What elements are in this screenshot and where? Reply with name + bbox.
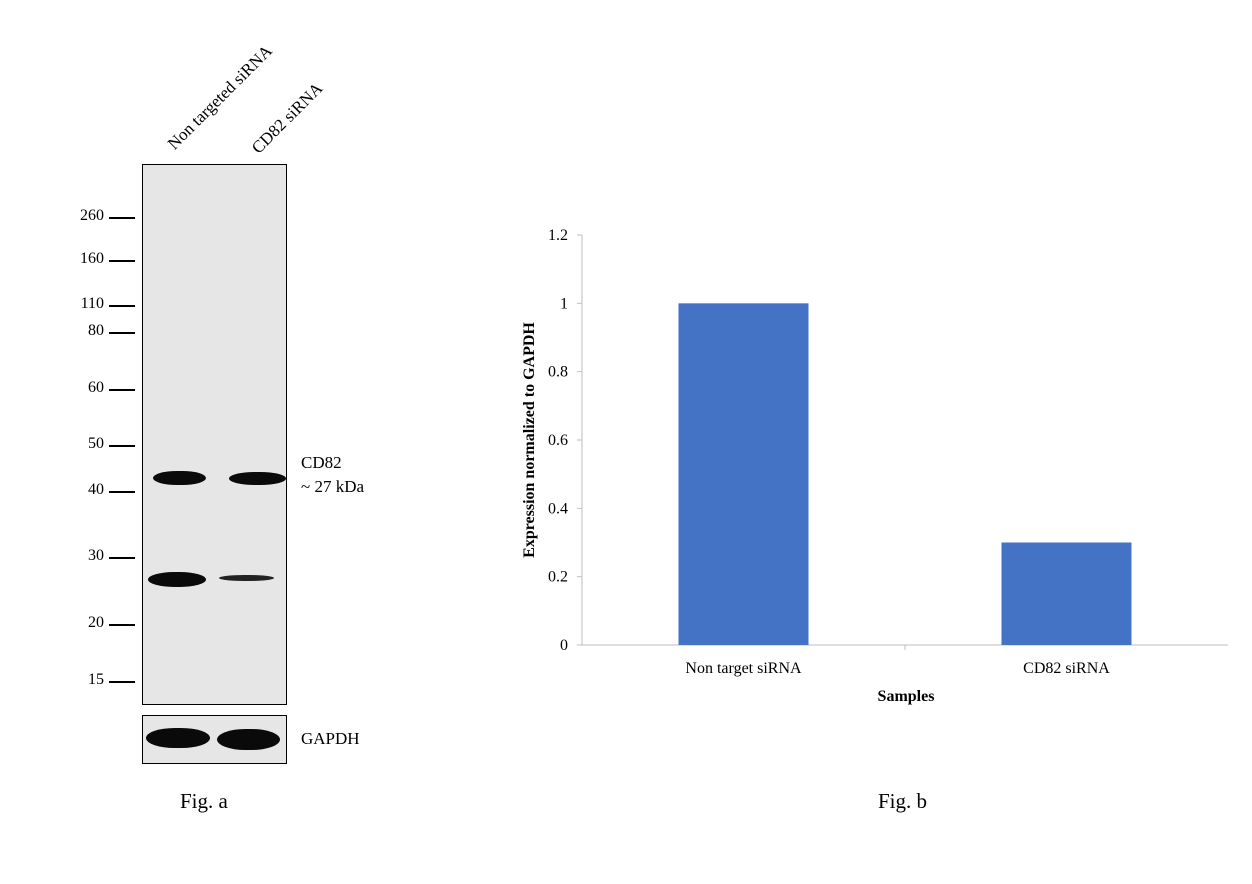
marker-label: 160 [80, 250, 104, 267]
band-lane1-gapdh [146, 728, 210, 748]
x-tick-label: Non target siRNA [685, 660, 802, 677]
marker-tick [109, 305, 135, 307]
y-tick-label: 1 [560, 295, 568, 312]
marker-label: 30 [88, 547, 104, 564]
marker-label: 20 [88, 614, 104, 631]
marker-tick [109, 491, 135, 493]
marker-tick [109, 681, 135, 683]
blot-membrane-gapdh [142, 715, 287, 764]
loading-control-label: GAPDH [301, 729, 360, 748]
marker-label: 110 [80, 295, 104, 312]
x-tick-label: CD82 siRNA [1023, 660, 1110, 677]
y-tick-label: 0.4 [548, 500, 568, 517]
marker-label: 50 [88, 435, 104, 452]
marker-tick [109, 624, 135, 626]
y-tick-label: 1.2 [548, 227, 568, 244]
fig-a-caption: Fig. a [180, 789, 228, 813]
target-label: CD82 [301, 453, 342, 472]
marker-tick [109, 332, 135, 334]
marker-label: 40 [88, 481, 104, 498]
marker-tick [109, 217, 135, 219]
bar-non-target-sirna [678, 303, 809, 645]
band-lane1-cd82 [148, 572, 206, 587]
blot-membrane-cd82 [142, 164, 287, 705]
target-size: ~ 27 kDa [301, 477, 365, 496]
band-lane2-upper [229, 472, 286, 485]
y-tick-label: 0.8 [548, 364, 568, 381]
marker-label: 80 [88, 322, 104, 339]
marker-tick [109, 389, 135, 391]
marker-tick [109, 557, 135, 559]
band-lane2-gapdh [217, 729, 280, 750]
band-lane2-cd82 [219, 575, 274, 581]
marker-tick [109, 445, 135, 447]
marker-tick [109, 260, 135, 262]
band-lane1-upper [153, 471, 206, 485]
y-axis-label: Expression normalized to GAPDH [521, 322, 538, 558]
y-tick-label: 0.2 [548, 569, 568, 586]
y-tick-label: 0 [560, 637, 568, 654]
bar-cd82-sirna [1001, 542, 1132, 645]
marker-label: 15 [88, 671, 104, 688]
y-tick-label: 0.6 [548, 432, 568, 449]
marker-label: 60 [88, 379, 104, 396]
fig-b-caption: Fig. b [878, 789, 928, 813]
marker-label: 260 [80, 207, 104, 224]
x-axis-label: Samples [878, 688, 935, 705]
